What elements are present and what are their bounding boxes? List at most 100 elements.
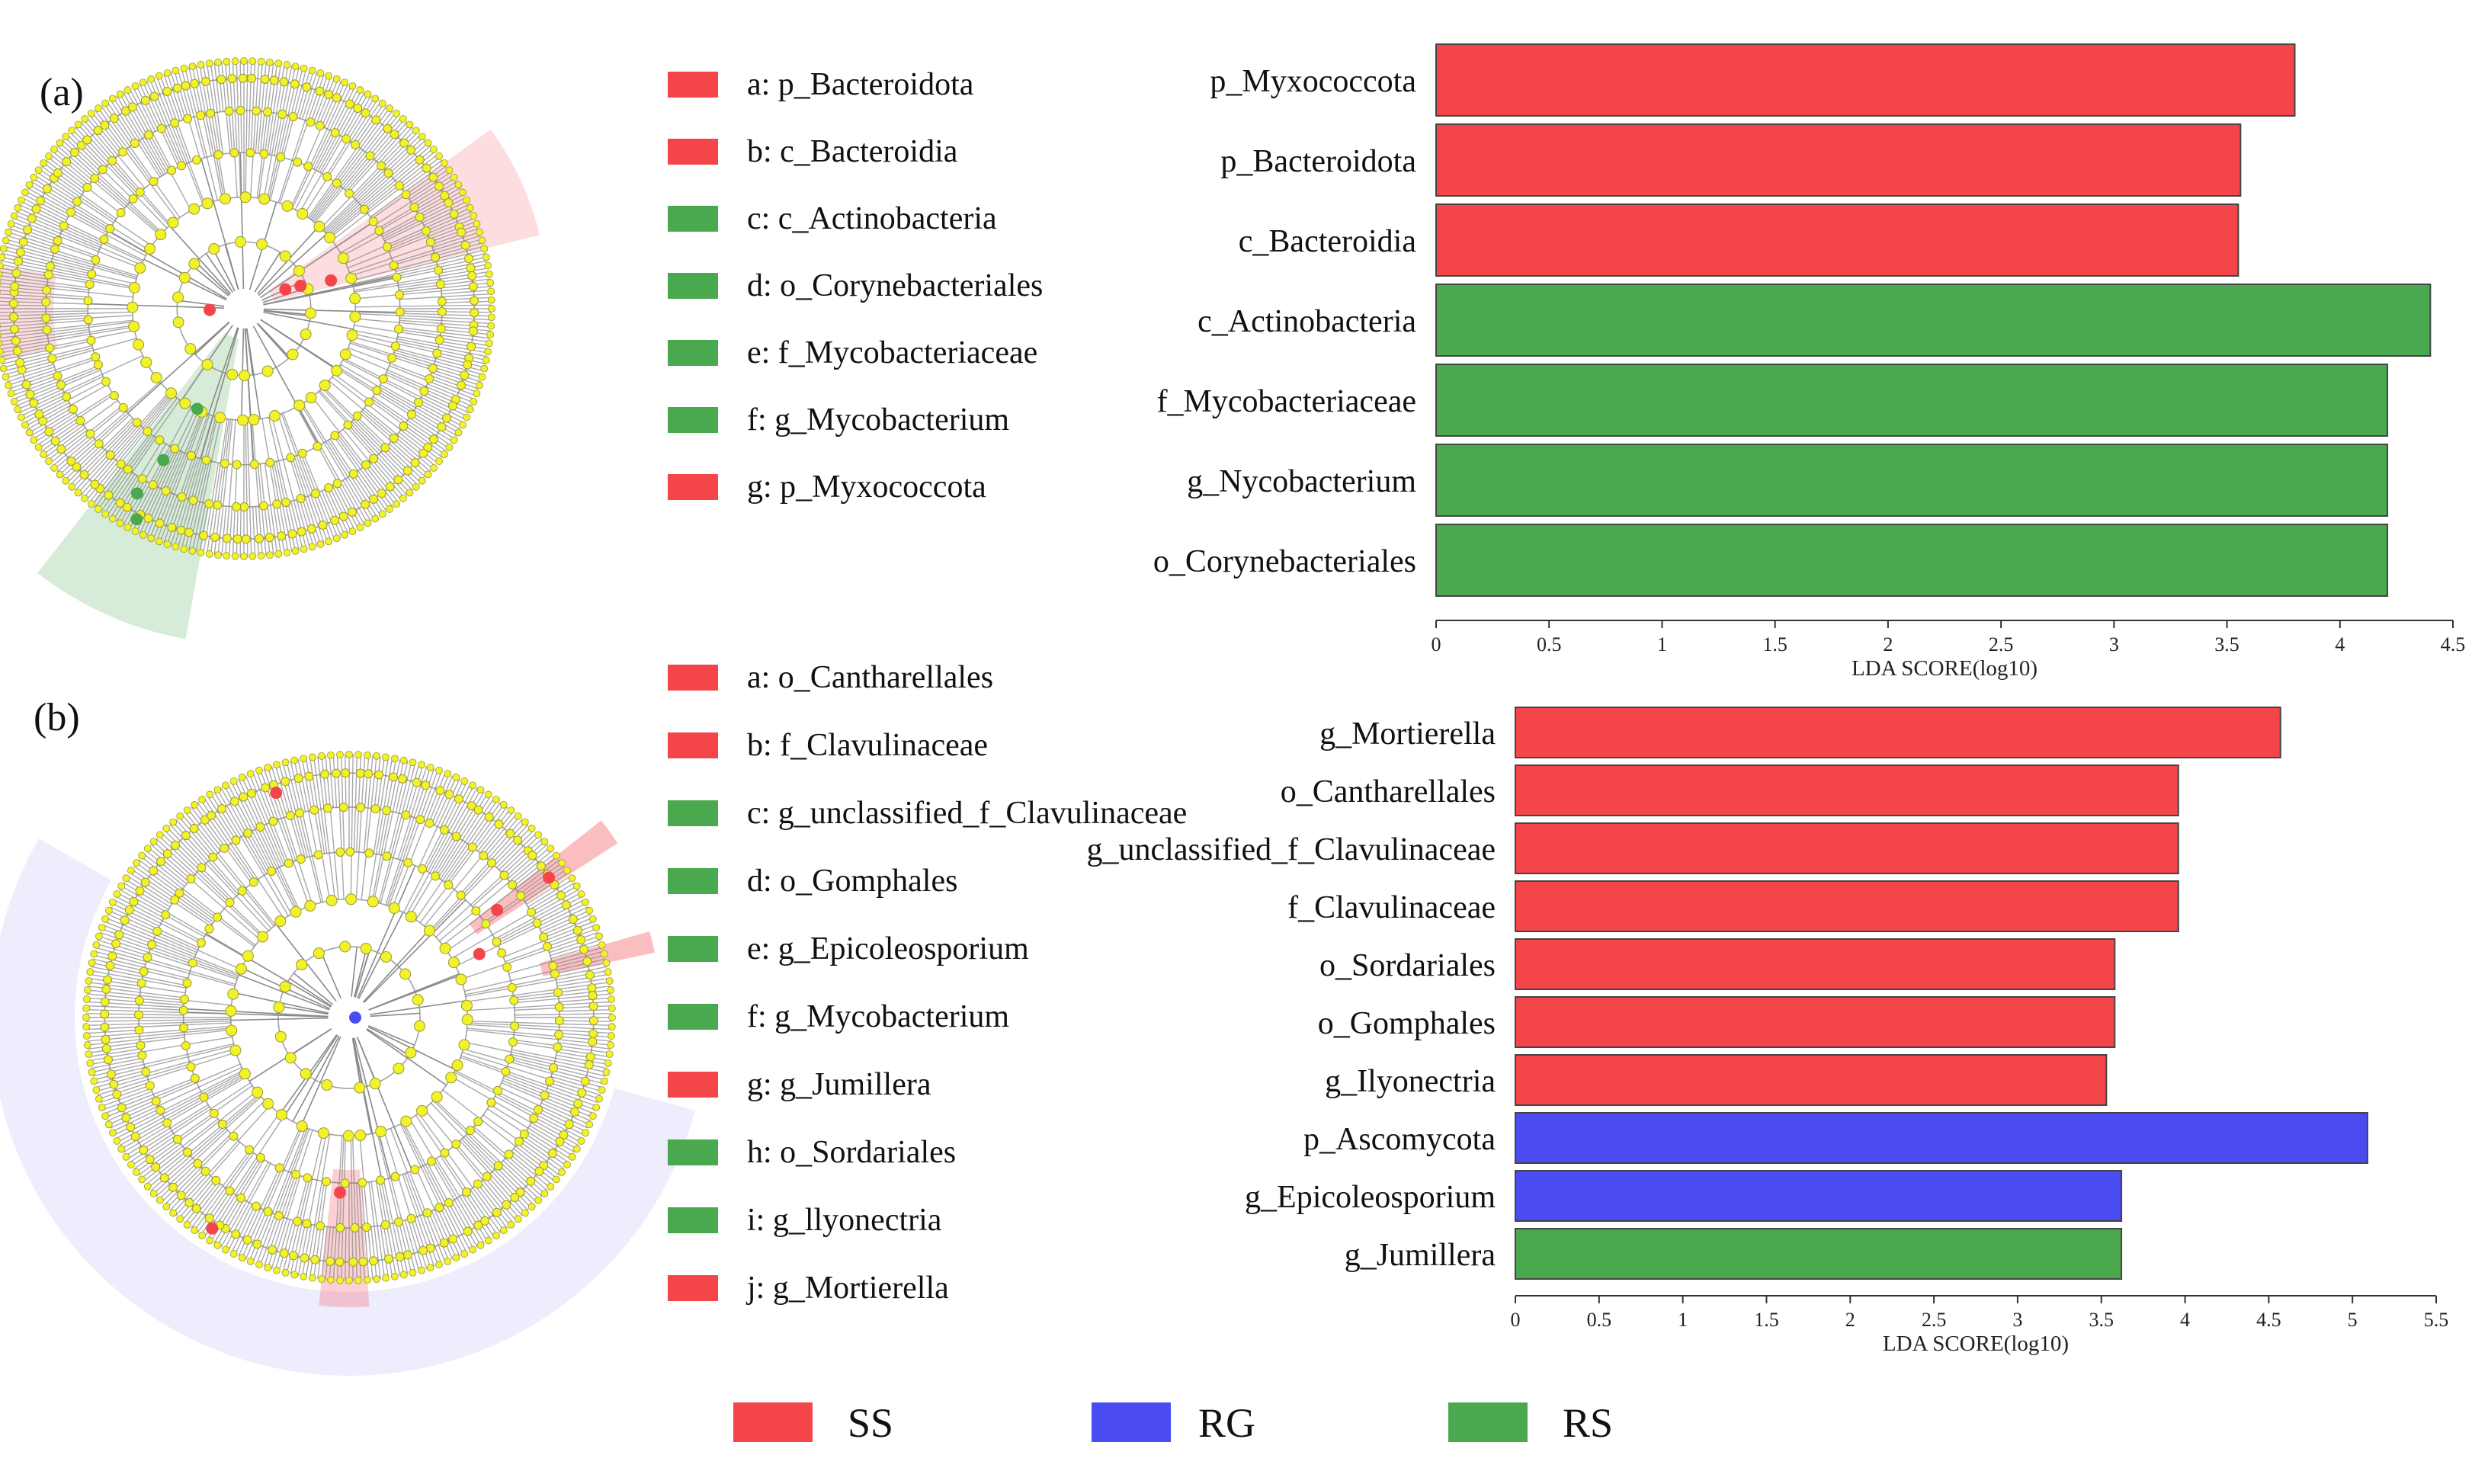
x-tick-label: 3.5 — [2214, 633, 2240, 655]
x-tick-label: 0 — [1432, 633, 1441, 655]
cladogram-key-swatch — [668, 732, 718, 758]
legend-label-rg: RG — [1198, 1400, 1255, 1446]
biomarker-node — [349, 1011, 361, 1024]
cladogram-key-swatch — [668, 206, 718, 232]
x-tick-label: 2.5 — [1989, 633, 2014, 655]
x-tick-label: 0 — [1511, 1309, 1521, 1331]
biomarker-node — [157, 454, 169, 466]
x-tick-label: 1 — [1678, 1309, 1688, 1331]
cladogram-key-label: f: g_Mycobacterium — [747, 402, 1009, 438]
cladogram-key-swatch — [668, 139, 718, 165]
x-tick-label: 4 — [2180, 1309, 2190, 1331]
bar — [1515, 939, 2114, 989]
group-legend: SS RG RS — [733, 1400, 1613, 1446]
biomarker-node — [130, 513, 143, 525]
lda-bar-chart-b: g_Mortierella o_Cantharellales g_unclassif… — [1087, 707, 2449, 1356]
cladogram-key-swatch — [668, 665, 718, 691]
biomarker-node — [206, 1223, 218, 1235]
bar — [1436, 124, 2240, 196]
cladogram-key-label: e: g_Epicoleosporium — [747, 931, 1029, 966]
cladogram-key-label: f: g_Mycobacterium — [747, 999, 1009, 1034]
biomarker-node — [325, 274, 337, 287]
cladogram-key-label: a: o_Cantharellales — [747, 660, 993, 695]
cladogram-key-label: d: o_Gomphales — [747, 864, 957, 899]
x-tick-label: 4.5 — [2441, 633, 2466, 655]
x-tick-label: 2 — [1845, 1309, 1855, 1331]
legend-swatch-ss — [733, 1402, 813, 1442]
bar — [1515, 881, 2179, 931]
cladogram-key-swatch — [668, 474, 718, 500]
cladogram-key-swatch — [668, 800, 718, 826]
bar-category-label: g_Nycobacterium — [1187, 464, 1416, 499]
bar — [1515, 707, 2281, 758]
bar-category-label: g_Jumillera — [1345, 1238, 1496, 1273]
lda-bar-chart-a: p_Myxococcotap_Bacteroidotac_Bacteroidia… — [1153, 44, 2465, 681]
panel-label-a: (a) — [40, 71, 84, 114]
cladogram-key-swatch — [668, 1207, 718, 1233]
cladogram-key-swatch — [668, 1139, 718, 1165]
cladogram-key-a: a: p_Bacteroidota b: c_Bacteroidia c: c_Ac… — [668, 67, 1043, 505]
bar-category-label: g_Epicoleosporium — [1245, 1180, 1496, 1215]
bar-category-label: o_Gomphales — [1318, 1006, 1496, 1041]
bar — [1515, 997, 2114, 1047]
x-axis-label: LDA SCORE(log10) — [1852, 656, 2038, 681]
cladogram-key-label: a: p_Bacteroidota — [747, 67, 974, 102]
cladogram-a — [0, 58, 540, 639]
cladogram-branches — [0, 61, 492, 556]
x-axis-label: LDA SCORE(log10) — [1883, 1332, 2069, 1356]
legend-swatch-rs — [1448, 1402, 1528, 1442]
x-tick-label: 4 — [2335, 633, 2345, 655]
x-tick-label: 4.5 — [2256, 1309, 2281, 1331]
biomarker-node — [543, 871, 555, 883]
x-tick-label: 2 — [1883, 633, 1893, 655]
bar-category-label: g_Ilyonectria — [1325, 1064, 1496, 1099]
cladogram-key-label: h: o_Sordariales — [747, 1135, 956, 1170]
bar-category-label: c_Bacteroidia — [1239, 224, 1417, 259]
cladogram-key-swatch — [668, 1072, 718, 1098]
legend-swatch-rg — [1092, 1402, 1171, 1442]
bar-category-label: f_Clavulinaceae — [1287, 890, 1496, 925]
biomarker-node — [204, 304, 216, 316]
cladogram-key-label: i: g_llyonectria — [747, 1203, 942, 1238]
x-tick-label: 1.5 — [1754, 1309, 1779, 1331]
legend-label-ss: SS — [848, 1400, 893, 1446]
bar-category-label: o_Corynebacteriales — [1153, 544, 1416, 579]
cladogram-key-label: c: c_Actinobacteria — [747, 201, 997, 236]
panel-label-b: (b) — [34, 696, 80, 739]
x-tick-label: 3.5 — [2089, 1309, 2114, 1331]
cladogram-key-label: b: f_Clavulinaceae — [747, 728, 988, 763]
cladogram-key-swatch — [668, 1275, 718, 1301]
bar — [1436, 284, 2430, 356]
bar — [1515, 823, 2179, 873]
x-tick-label: 1.5 — [1762, 633, 1787, 655]
bar — [1515, 765, 2179, 816]
bar-category-label: p_Ascomycota — [1303, 1122, 1496, 1157]
cladogram-key-label: g: g_Jumillera — [747, 1067, 931, 1102]
bar-category-label: g_unclassified_f_Clavulinaceae — [1087, 832, 1496, 867]
bar — [1515, 1113, 2368, 1163]
cladogram-key-label: b: c_Bacteroidia — [747, 134, 958, 169]
cladogram-key-label: e: f_Mycobacteriaceae — [747, 335, 1037, 370]
bar-category-label: g_Mortierella — [1319, 716, 1496, 752]
cladogram-b — [0, 752, 695, 1377]
cladogram-key-swatch — [668, 407, 718, 433]
x-tick-label: 3 — [2109, 633, 2119, 655]
bar — [1515, 1171, 2121, 1221]
biomarker-node — [334, 1187, 346, 1199]
bar — [1436, 444, 2387, 516]
biomarker-node — [191, 402, 204, 415]
bar — [1436, 364, 2387, 436]
bar — [1436, 204, 2238, 276]
cladogram-key-swatch — [668, 868, 718, 894]
bar — [1436, 44, 2294, 116]
biomarker-node — [473, 948, 486, 960]
cladogram-key-label: g: p_Myxococcota — [747, 470, 986, 505]
x-tick-label: 0.5 — [1587, 1309, 1612, 1331]
bar-category-label: p_Bacteroidota — [1220, 144, 1416, 179]
bar-category-label: o_Cantharellales — [1281, 774, 1496, 809]
legend-label-rs: RS — [1563, 1400, 1613, 1446]
biomarker-node — [270, 787, 282, 799]
